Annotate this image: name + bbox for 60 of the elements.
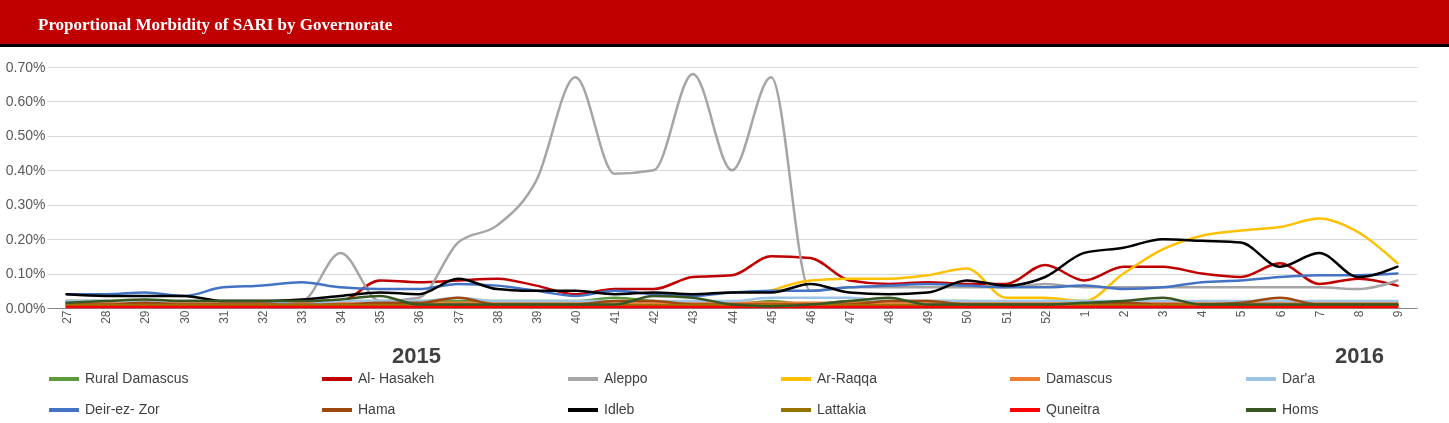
legend-label: Damascus [1046, 370, 1113, 386]
x-tick-label: 7 [1312, 310, 1327, 318]
y-tick-label: 0.60% [5, 92, 46, 109]
legend-label: Quneitra [1046, 401, 1100, 417]
x-tick-label: 38 [490, 310, 505, 324]
x-tick-label: 44 [725, 310, 740, 324]
x-tick-label: 6 [1273, 310, 1288, 318]
x-tick-label: 50 [960, 310, 975, 324]
y-tick-label: 0.40% [5, 161, 46, 178]
x-tick-label: 43 [686, 310, 701, 324]
legend-label: Deir-ez- Zor [85, 401, 161, 417]
legend-label: Al- Hasakeh [358, 370, 435, 386]
legend-label: Lattakia [817, 401, 867, 417]
x-tick-label: 31 [216, 310, 231, 324]
legend-label: Rural Damascus [85, 370, 189, 386]
x-tick-label: 27 [60, 310, 75, 324]
x-tick-label: 41 [608, 310, 623, 324]
x-tick-label: 8 [1351, 310, 1366, 318]
y-tick-label: 0.10% [5, 265, 46, 282]
legend-label: Aleppo [604, 370, 648, 386]
x-tick-label: 3 [1156, 310, 1171, 318]
x-tick-label: 45 [764, 310, 779, 324]
x-tick-label: 9 [1390, 310, 1405, 318]
line-series [769, 217, 1399, 303]
chart-title: Proportional Morbidity of SARI by Governorate [0, 0, 1449, 47]
x-tick-label: 5 [1234, 310, 1249, 318]
x-tick-label: 1 [1077, 310, 1092, 318]
legend-label: Dar'a [1282, 370, 1316, 386]
x-tick-label: 47 [842, 310, 857, 324]
x-tick-label: 35 [373, 310, 388, 324]
x-tick-label: 39 [529, 310, 544, 324]
x-tick-label: 48 [882, 310, 897, 324]
x-tick-label: 32 [255, 310, 270, 324]
y-tick-label: 0.50% [5, 127, 46, 144]
text: 2015 [392, 343, 441, 369]
y-tick-label: 0.00% [5, 299, 46, 316]
x-tick-label: 49 [921, 310, 936, 324]
x-tick-label: 34 [334, 310, 349, 324]
legend-label: Hama [358, 401, 396, 417]
x-tick-label: 40 [568, 310, 583, 324]
y-tick-label: 0.20% [5, 230, 46, 247]
x-tick-label: 28 [99, 310, 114, 324]
x-tick-label: 42 [647, 310, 662, 324]
x-tick-label: 37 [451, 310, 466, 324]
x-tick-label: 4 [1195, 310, 1210, 318]
x-tick-label: 29 [138, 310, 153, 324]
legend-label: Homs [1282, 401, 1319, 417]
x-tick-label: 36 [412, 310, 427, 324]
legend-label: Ar-Raqqa [817, 370, 878, 386]
x-tick-label: 51 [999, 310, 1014, 324]
x-tick-label: 52 [1038, 310, 1053, 324]
x-tick-label: 46 [803, 310, 818, 324]
y-tick-label: 0.30% [5, 196, 46, 213]
x-tick-label: 33 [294, 310, 309, 324]
x-tick-label: 30 [177, 310, 192, 324]
line-series [65, 237, 1399, 303]
y-tick-label: 0.70% [5, 58, 46, 75]
legend-label: Idleb [604, 401, 635, 417]
x-tick-label: 2 [1116, 310, 1131, 318]
text: 2016 [1335, 343, 1384, 369]
